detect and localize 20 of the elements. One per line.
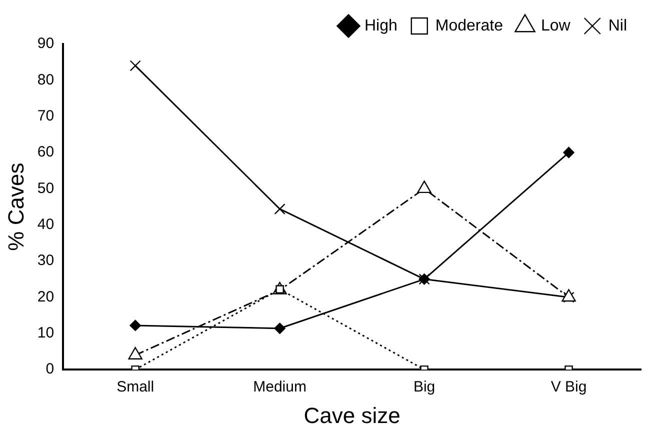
y-axis-title: % Caves — [3, 162, 28, 251]
legend-label: Moderate — [435, 17, 504, 34]
legend-label: Nil — [608, 17, 628, 34]
x-axis-title: Cave size — [304, 402, 400, 428]
y-tick-label: 50 — [37, 180, 54, 197]
x-tick-label: Big — [413, 378, 436, 396]
x-tick-label: Medium — [253, 378, 306, 396]
y-tick-label: 70 — [37, 107, 54, 124]
x-tick-label: Small — [116, 378, 154, 396]
legend-label: Low — [540, 17, 571, 34]
legend-label: High — [364, 17, 398, 34]
y-tick-label: 90 — [37, 35, 54, 52]
y-tick-label: 60 — [37, 144, 54, 161]
y-tick-label: 30 — [37, 252, 54, 270]
y-tick-label: 40 — [37, 216, 54, 234]
x-tick-label: V Big — [550, 378, 587, 396]
y-tick-label: 10 — [37, 324, 54, 342]
y-tick-label: 80 — [37, 71, 54, 88]
y-tick-label: 0 — [46, 360, 54, 378]
y-tick-label: 20 — [37, 288, 54, 306]
